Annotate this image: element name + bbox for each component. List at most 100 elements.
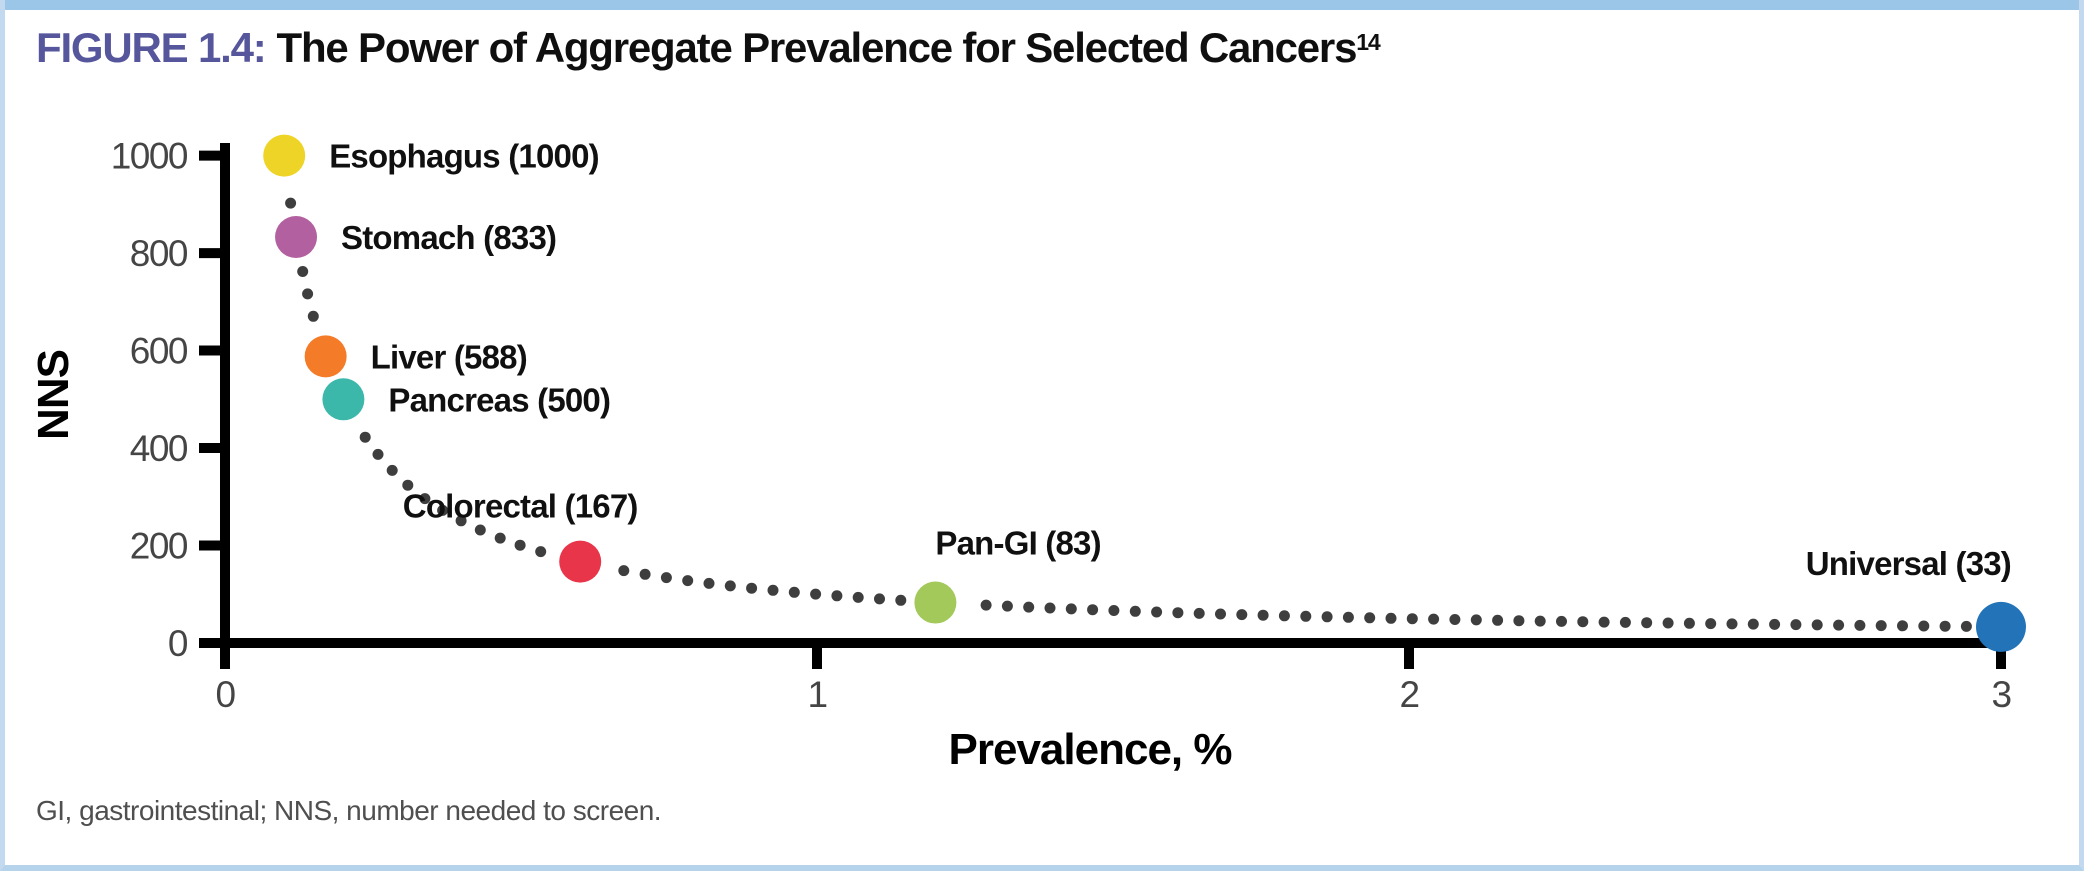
curve-dot (1385, 612, 1397, 624)
curve-dot (359, 431, 371, 443)
curve-dot (1044, 602, 1056, 614)
curve-dot (1619, 616, 1631, 628)
curve-dot (1364, 612, 1376, 624)
figure-number-label: FIGURE 1.4: (36, 24, 267, 71)
curve-dot (1577, 616, 1589, 628)
curve-dot (1683, 617, 1695, 629)
curve-dot (1897, 620, 1908, 632)
curve-dot (1300, 610, 1312, 622)
curve-dot (285, 197, 297, 209)
x-tick-label: 2 (1399, 674, 1418, 715)
curve-dot (1662, 617, 1674, 629)
curve-dot (1172, 607, 1184, 619)
curve-dot (639, 568, 651, 580)
curve-dot (1236, 609, 1248, 621)
curve-dot (724, 580, 736, 592)
curve-dot (1065, 603, 1077, 615)
curve-dot (1918, 620, 1930, 632)
curve-dot (1151, 606, 1163, 618)
curve-dot (895, 594, 907, 606)
curve-dot (1726, 618, 1738, 630)
curve-dot (1960, 620, 1972, 632)
curve-dot (1449, 614, 1461, 625)
curve-dot (535, 546, 547, 558)
data-point-pancreas (322, 378, 365, 421)
curve-dot (810, 588, 822, 600)
reference-superscript: 14 (1356, 29, 1381, 56)
x-tick-label: 3 (1991, 674, 2010, 715)
curve-dot (703, 577, 715, 589)
curve-dot (474, 524, 486, 536)
curve-dot (1023, 601, 1035, 613)
y-tick-label: 600 (130, 331, 188, 372)
curve-dot (1492, 614, 1504, 626)
point-label-stomach: Stomach (833) (341, 219, 556, 256)
figure-title: FIGURE 1.4: The Power of Aggregate Preval… (36, 24, 1381, 72)
curve-dot (788, 586, 800, 598)
curve-dot (1875, 620, 1887, 632)
curve-dot (852, 591, 864, 603)
curve-dot (1406, 613, 1418, 625)
abbreviation-footnote: GI, gastrointestinal; NNS, number needed… (36, 795, 662, 826)
curve-dot (831, 590, 843, 602)
curve-dot (1705, 618, 1717, 630)
curve-dot (514, 539, 526, 551)
point-label-pan-gi: Pan-GI (83) (935, 525, 1100, 562)
data-point-esophagus (263, 134, 306, 177)
curve-dot (1556, 615, 1567, 627)
curve-dot (1001, 600, 1013, 612)
curve-dot (372, 448, 384, 460)
curve-dot (618, 565, 630, 577)
data-point-liver (304, 335, 347, 378)
curve-dot (1257, 609, 1269, 621)
y-tick-label: 800 (130, 233, 188, 274)
data-point-universal (1976, 601, 2026, 652)
curve-dot (1769, 618, 1781, 630)
point-label-pancreas: Pancreas (500) (388, 381, 610, 418)
curve-dot (1790, 619, 1802, 631)
x-tick-label: 0 (215, 674, 235, 715)
data-point-pan-gi (914, 581, 957, 624)
y-tick-label: 1000 (111, 136, 188, 177)
figure-title-text: The Power of Aggregate Prevalence for Se… (276, 24, 1358, 71)
y-tick-label: 400 (130, 428, 188, 469)
curve-dot (307, 310, 319, 322)
top-accent-bar (0, 0, 2084, 10)
curve-dot (1342, 611, 1354, 623)
curve-dot (1108, 605, 1120, 616)
curve-dot (1939, 620, 1951, 632)
point-label-liver: Liver (588) (371, 338, 527, 375)
curve-dot (980, 599, 992, 611)
curve-dot (1428, 613, 1440, 625)
curve-dot (767, 584, 779, 596)
curve-dot (494, 532, 506, 544)
curve-dot (419, 493, 431, 505)
curve-dot (1215, 608, 1226, 620)
y-axis-title: NNS (29, 350, 78, 440)
curve-dot (455, 515, 467, 527)
curve-dot (1833, 619, 1845, 631)
curve-dot (437, 504, 449, 516)
curve-dot (297, 266, 309, 277)
point-label-esophagus: Esophagus (1000) (329, 138, 599, 175)
curve-dot (1854, 619, 1866, 631)
point-label-universal: Universal (33) (1806, 545, 2011, 582)
curve-dot (302, 288, 314, 300)
x-axis-title: Prevalence, % (949, 725, 1232, 774)
curve-dot (1193, 607, 1205, 619)
data-point-colorectal (559, 540, 602, 583)
curve-dot (660, 572, 672, 584)
curve-dot (1470, 614, 1482, 626)
curve-dot (1087, 604, 1099, 616)
curve-dot (402, 479, 414, 491)
curve-dot (746, 582, 758, 594)
y-tick-label: 200 (130, 526, 188, 567)
curve-dot (386, 464, 398, 476)
curve-dot (1811, 619, 1823, 631)
curve-dot (1598, 616, 1610, 628)
curve-dot (1534, 615, 1546, 627)
curve-dot (1278, 610, 1290, 622)
y-tick-label: 0 (168, 623, 188, 664)
